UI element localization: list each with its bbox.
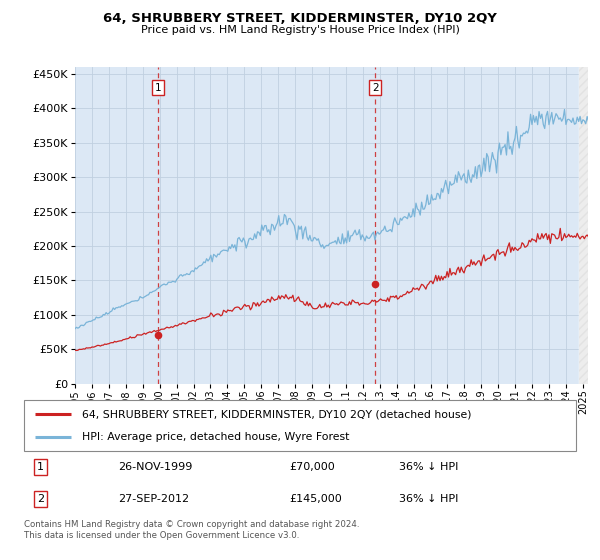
- Text: 27-SEP-2012: 27-SEP-2012: [118, 494, 189, 504]
- Text: 36% ↓ HPI: 36% ↓ HPI: [400, 494, 459, 504]
- Text: £70,000: £70,000: [289, 462, 335, 472]
- Text: £145,000: £145,000: [289, 494, 342, 504]
- Text: 2: 2: [37, 494, 44, 504]
- Text: 1: 1: [155, 83, 161, 93]
- Text: 2: 2: [372, 83, 379, 93]
- FancyBboxPatch shape: [24, 400, 576, 451]
- Text: 64, SHRUBBERY STREET, KIDDERMINSTER, DY10 2QY: 64, SHRUBBERY STREET, KIDDERMINSTER, DY1…: [103, 12, 497, 25]
- Bar: [578, 67, 588, 384]
- Text: 36% ↓ HPI: 36% ↓ HPI: [400, 462, 459, 472]
- Text: 26-NOV-1999: 26-NOV-1999: [118, 462, 192, 472]
- Text: 64, SHRUBBERY STREET, KIDDERMINSTER, DY10 2QY (detached house): 64, SHRUBBERY STREET, KIDDERMINSTER, DY1…: [82, 409, 472, 419]
- Text: Contains HM Land Registry data © Crown copyright and database right 2024.
This d: Contains HM Land Registry data © Crown c…: [24, 520, 359, 540]
- Text: HPI: Average price, detached house, Wyre Forest: HPI: Average price, detached house, Wyre…: [82, 432, 349, 442]
- Text: 1: 1: [37, 462, 44, 472]
- Bar: [578, 67, 588, 384]
- Text: Price paid vs. HM Land Registry's House Price Index (HPI): Price paid vs. HM Land Registry's House …: [140, 25, 460, 35]
